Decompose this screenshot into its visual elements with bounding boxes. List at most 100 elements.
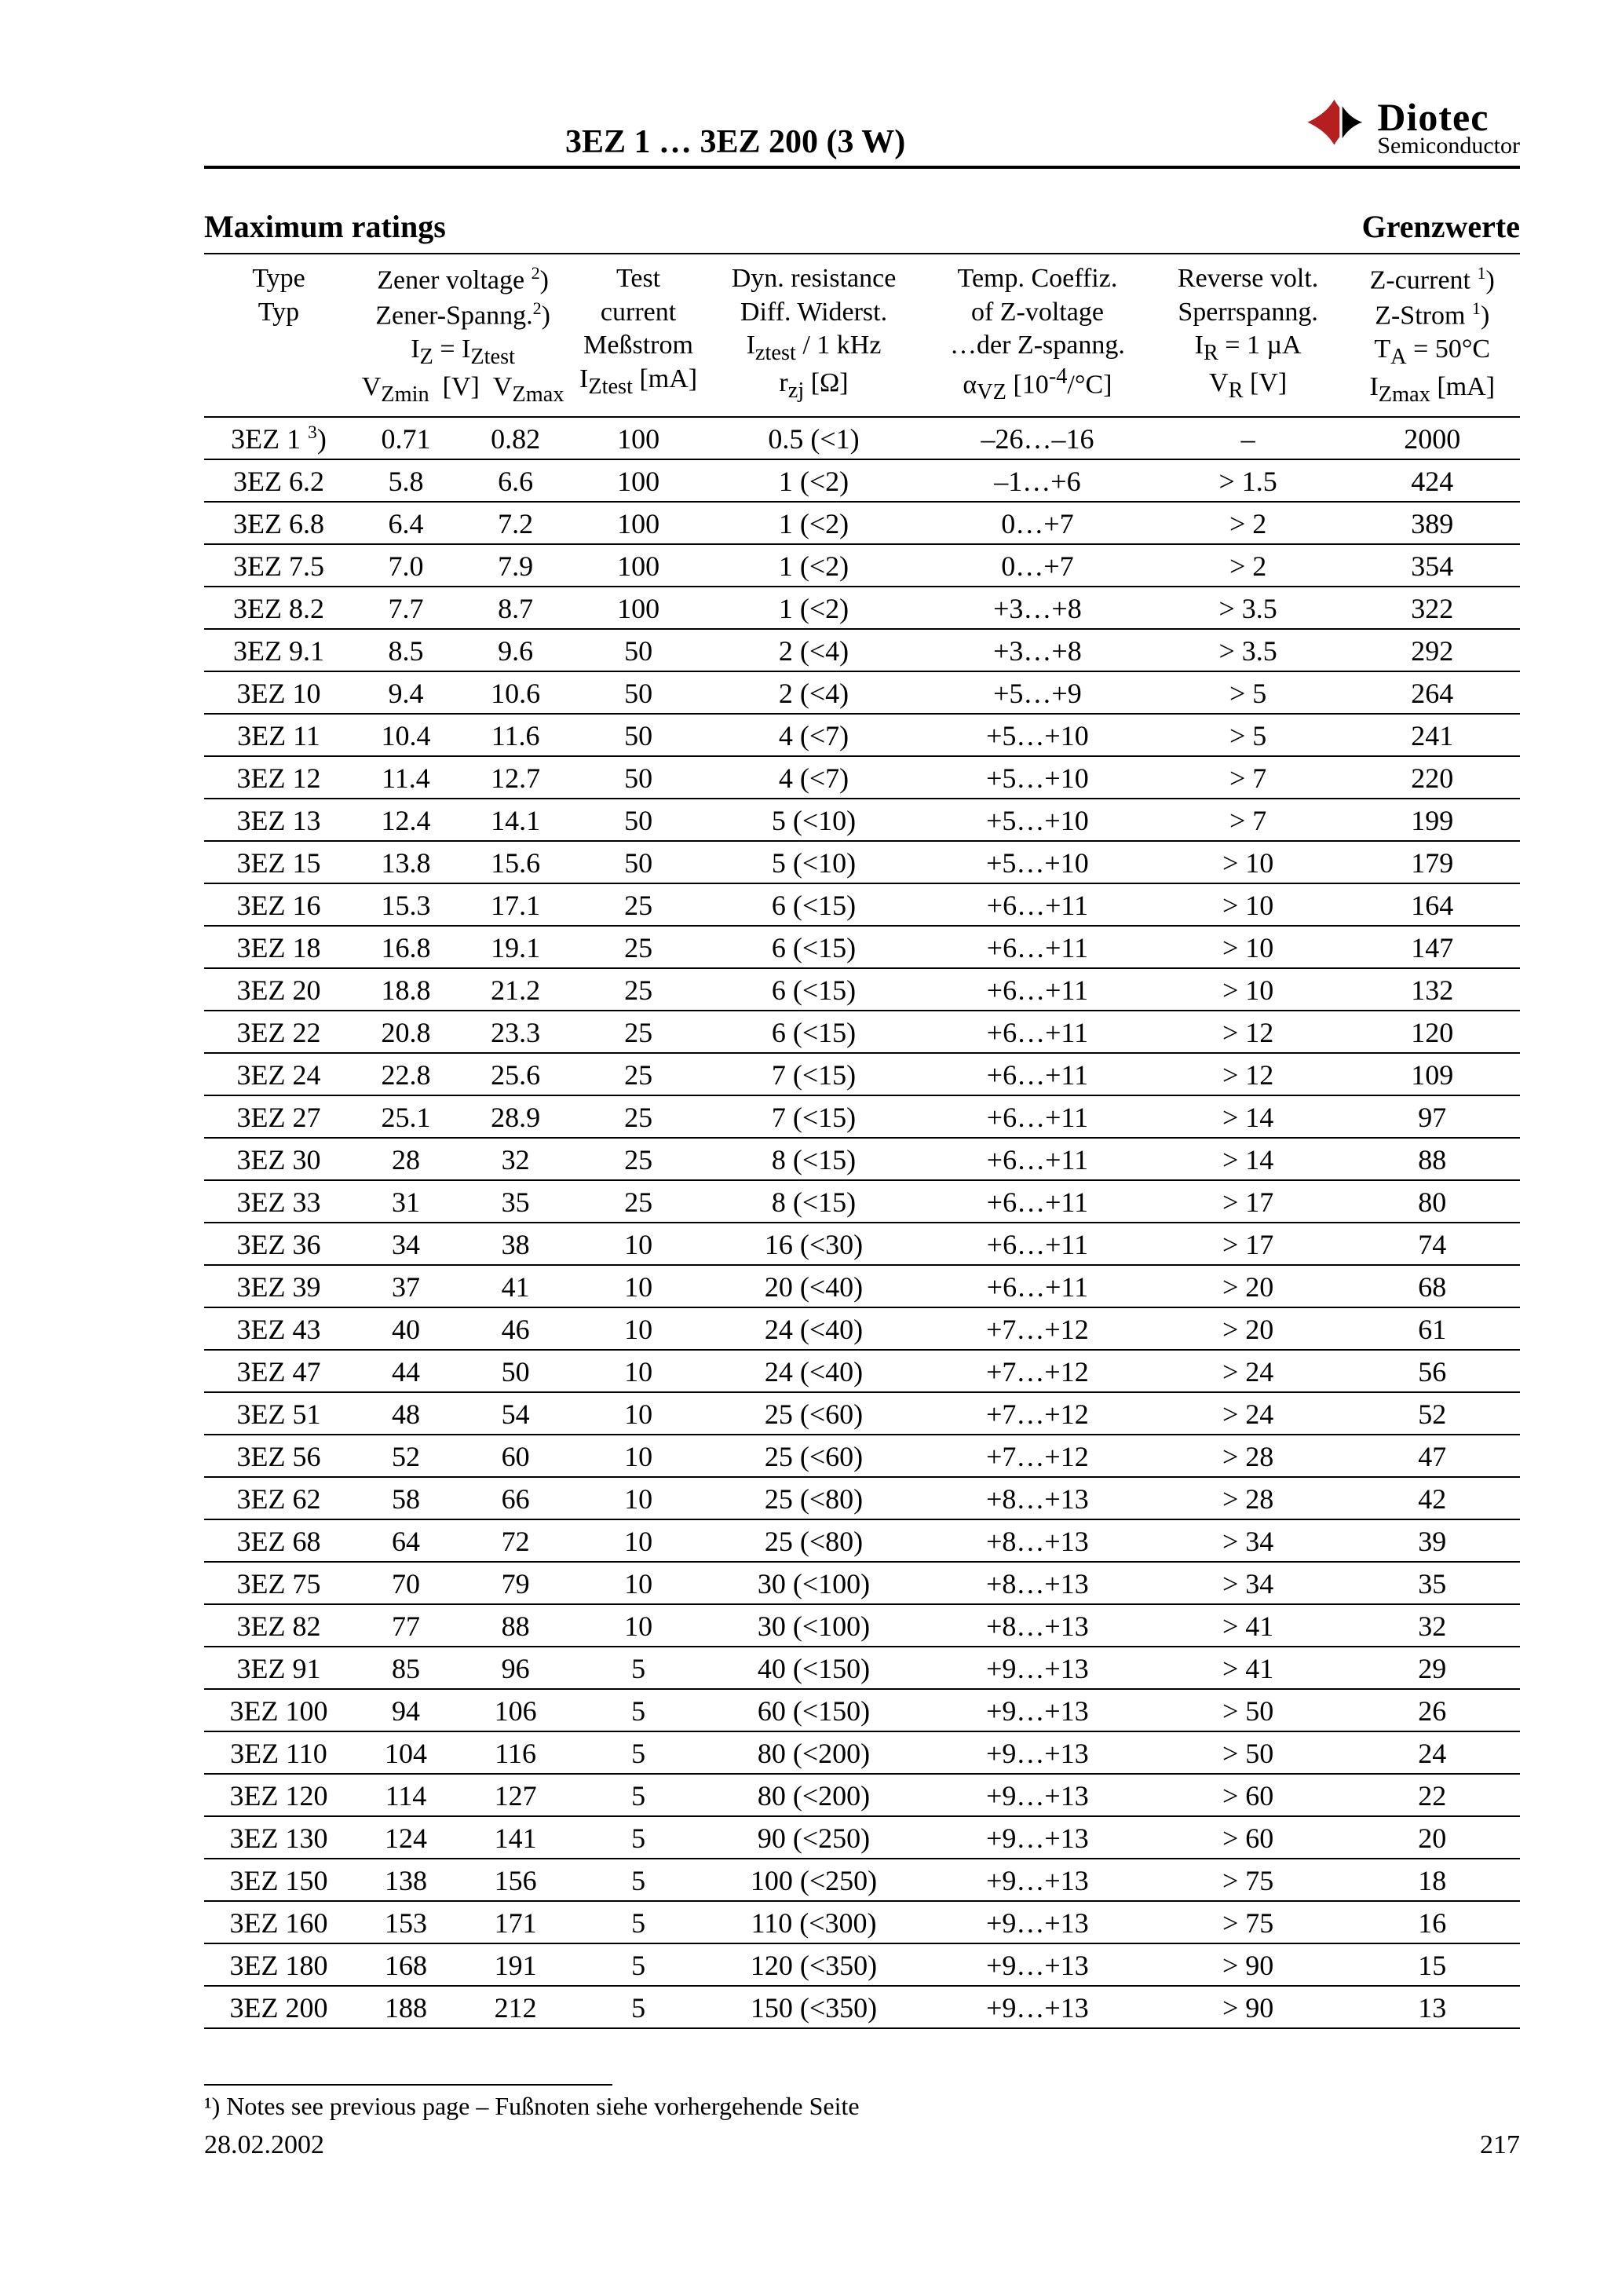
cell: > 17: [1152, 1223, 1345, 1265]
cell: 10: [572, 1477, 704, 1519]
cell: 47: [1345, 1435, 1521, 1477]
cell: +8…+13: [923, 1519, 1152, 1562]
cell: 41: [458, 1265, 572, 1307]
cell: 0.5 (<1): [704, 417, 923, 459]
table-row: 3EZ 302832258 (<15)+6…+11> 1488: [204, 1138, 1520, 1180]
cell: > 90: [1152, 1943, 1345, 1986]
cell: 60: [458, 1435, 572, 1477]
cell: 25: [572, 1053, 704, 1095]
cell: 8.7: [458, 587, 572, 629]
cell: +6…+11: [923, 926, 1152, 968]
cell: 6 (<15): [704, 883, 923, 926]
cell: 68: [1345, 1265, 1521, 1307]
cell: 191: [458, 1943, 572, 1986]
cell: > 90: [1152, 1986, 1345, 2028]
cell: 3EZ 22: [204, 1011, 353, 1053]
cell: 80 (<200): [704, 1731, 923, 1774]
cell: 138: [353, 1859, 458, 1901]
cell: 8 (<15): [704, 1180, 923, 1223]
cell: 3EZ 9.1: [204, 629, 353, 671]
table-row: 3EZ 4340461024 (<40)+7…+12> 2061: [204, 1307, 1520, 1350]
cell: +9…+13: [923, 1859, 1152, 1901]
cell: 127: [458, 1774, 572, 1816]
section-title-right: Grenzwerte: [1362, 208, 1520, 245]
cell: 23.3: [458, 1011, 572, 1053]
cell: 100: [572, 544, 704, 587]
cell: +5…+9: [923, 671, 1152, 714]
cell: 10: [572, 1562, 704, 1604]
cell: 6.6: [458, 459, 572, 502]
cell: 3EZ 47: [204, 1350, 353, 1392]
cell: 5: [572, 1816, 704, 1859]
cell: 3EZ 20: [204, 968, 353, 1011]
cell: +6…+11: [923, 1138, 1152, 1180]
cell: +6…+11: [923, 883, 1152, 926]
cell: 3EZ 36: [204, 1223, 353, 1265]
cell: 29: [1345, 1647, 1521, 1689]
table-row: 3EZ 7.57.07.91001 (<2)0…+7> 2354: [204, 544, 1520, 587]
table-row: 3EZ 8.27.78.71001 (<2)+3…+8> 3.5322: [204, 587, 1520, 629]
cell: 3EZ 39: [204, 1265, 353, 1307]
cell: +5…+10: [923, 799, 1152, 841]
cell: 66: [458, 1477, 572, 1519]
cell: 28.9: [458, 1095, 572, 1138]
cell: 7.0: [353, 544, 458, 587]
cell: 7 (<15): [704, 1095, 923, 1138]
cell: 164: [1345, 883, 1521, 926]
cell: 19.1: [458, 926, 572, 968]
cell: 153: [353, 1901, 458, 1943]
cell: > 34: [1152, 1519, 1345, 1562]
cell: > 20: [1152, 1307, 1345, 1350]
cell: 50: [572, 629, 704, 671]
cell: 20: [1345, 1816, 1521, 1859]
cell: 1 (<2): [704, 502, 923, 544]
cell: > 12: [1152, 1053, 1345, 1095]
cell: 2 (<4): [704, 629, 923, 671]
cell: +8…+13: [923, 1604, 1152, 1647]
cell: 116: [458, 1731, 572, 1774]
cell: +7…+12: [923, 1435, 1152, 1477]
cell: 10: [572, 1435, 704, 1477]
cell: 3EZ 7.5: [204, 544, 353, 587]
cell: 13.8: [353, 841, 458, 883]
cell: > 3.5: [1152, 587, 1345, 629]
cell: 24 (<40): [704, 1307, 923, 1350]
cell: 10: [572, 1307, 704, 1350]
hdr-rev: Reverse volt.Sperrspanng.IR = 1 µAVR [V]: [1152, 254, 1345, 417]
cell: +9…+13: [923, 1774, 1152, 1816]
cell: 50: [572, 799, 704, 841]
cell: 10: [572, 1392, 704, 1435]
cell: –1…+6: [923, 459, 1152, 502]
cell: 3EZ 6.2: [204, 459, 353, 502]
cell: –26…–16: [923, 417, 1152, 459]
cell: 0.82: [458, 417, 572, 459]
cell: 17.1: [458, 883, 572, 926]
cell: 424: [1345, 459, 1521, 502]
cell: 18: [1345, 1859, 1521, 1901]
cell: 11.6: [458, 714, 572, 756]
cell: 3EZ 180: [204, 1943, 353, 1986]
cell: 109: [1345, 1053, 1521, 1095]
cell: 25: [572, 1011, 704, 1053]
cell: 3EZ 75: [204, 1562, 353, 1604]
cell: 22: [1345, 1774, 1521, 1816]
cell: 24 (<40): [704, 1350, 923, 1392]
cell: 88: [1345, 1138, 1521, 1180]
cell: +5…+10: [923, 714, 1152, 756]
cell: 32: [1345, 1604, 1521, 1647]
cell: 3EZ 51: [204, 1392, 353, 1435]
cell: 21.2: [458, 968, 572, 1011]
cell: > 10: [1152, 926, 1345, 968]
cell: 10: [572, 1265, 704, 1307]
cell: 106: [458, 1689, 572, 1731]
cell: 3EZ 110: [204, 1731, 353, 1774]
cell: > 60: [1152, 1816, 1345, 1859]
cell: 20.8: [353, 1011, 458, 1053]
cell: 132: [1345, 968, 1521, 1011]
cell: 10: [572, 1223, 704, 1265]
cell: > 41: [1152, 1647, 1345, 1689]
table-row: 3EZ 6864721025 (<80)+8…+13> 3439: [204, 1519, 1520, 1562]
cell: 25 (<80): [704, 1477, 923, 1519]
hdr-dyn: Dyn. resistanceDiff. Widerst.Iztest / 1 …: [704, 254, 923, 417]
cell: > 20: [1152, 1265, 1345, 1307]
